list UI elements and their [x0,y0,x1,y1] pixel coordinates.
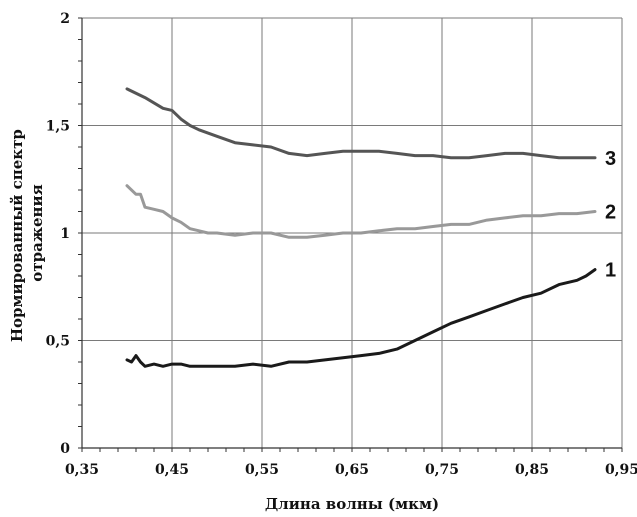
y-tick-label: 2 [60,11,70,27]
axes [78,17,623,452]
x-tick-label: 0,85 [515,462,549,478]
y-tick-label: 1,5 [46,119,70,135]
series-line-2 [125,184,597,239]
y-tick-label: 0,5 [46,334,70,350]
y-axis-title-line-1: Нормированный спектр [8,129,26,342]
series-line-1 [125,268,597,368]
series-label-2: 2 [605,202,616,224]
x-tick-label: 0,95 [605,462,637,478]
series-label-1: 1 [605,260,616,282]
x-axis-title: Длина волны (мкм) [265,495,439,513]
x-tick-label: 0,65 [335,462,369,478]
series-labels: 1 2 3 [605,148,616,282]
series-lines [125,87,597,368]
x-tick-label: 0,55 [245,462,279,478]
y-axis-title-line-2: отражения [28,184,46,281]
y-tick-label: 1 [60,226,70,242]
x-tick-label: 0,35 [65,462,99,478]
x-tick-label: 0,45 [155,462,189,478]
x-tick-label: 0,75 [425,462,459,478]
series-label-3: 3 [605,148,616,170]
tick-labels: 0,35 0,45 0,55 0,65 0,75 0,85 0,95 0 0,5 1 1,5 2 [46,11,637,478]
series-line-3 [125,87,597,160]
y-axis-title: Нормированный спектр отражения [8,124,46,342]
grid [82,17,623,448]
y-tick-label: 0 [60,441,70,457]
